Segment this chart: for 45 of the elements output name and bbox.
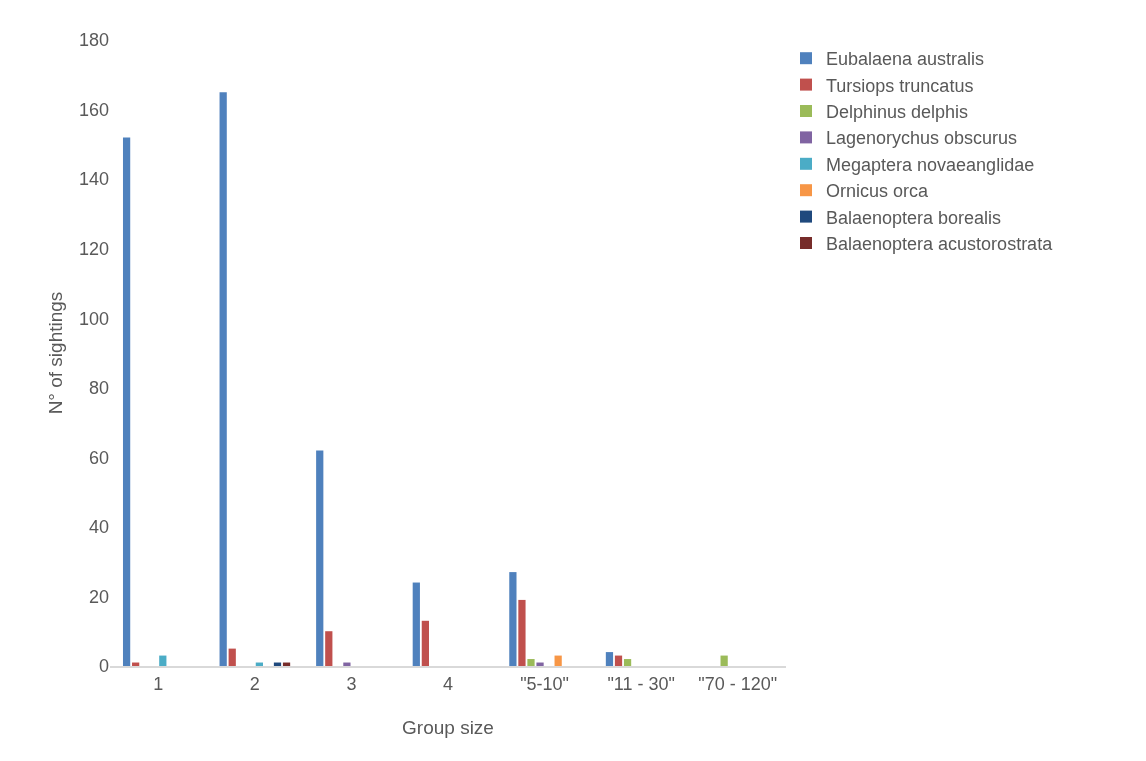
x-axis-title: Group size [402,717,494,738]
y-tick-label: 80 [88,378,109,399]
bar [605,652,614,666]
bar [509,572,517,666]
legend-label: Megaptera novaeanglidae [826,154,1035,175]
y-tick-label: 120 [78,238,109,259]
legend-label: Lagenorychus obscurus [826,128,1018,149]
bar [536,662,544,666]
y-tick-label: 60 [88,447,109,468]
bar [325,631,333,666]
bar [421,620,429,666]
bar [518,599,526,666]
x-tick-label: "11 - 30" [607,673,675,694]
y-tick-label: 180 [78,30,109,51]
x-tick-label: "70 - 120" [698,673,778,694]
bar [122,137,131,666]
bar [228,648,236,666]
bar [316,450,324,666]
x-tick-label: 1 [153,673,164,694]
y-tick-label: 160 [78,99,109,120]
legend-label: Balaenoptera borealis [826,207,1002,228]
legend-label: Tursiops truncatus [826,75,974,96]
y-tick-label: 20 [88,586,109,607]
bar [554,655,562,666]
bar [412,582,420,666]
x-tick-label: 3 [346,673,357,694]
legend-label: Balaenoptera acustorostrata [826,234,1054,255]
legend-label: Eubalaena australis [826,49,985,70]
bar [720,655,728,666]
y-tick-label: 140 [78,169,109,190]
y-axis-title: N° of sightings [45,291,66,415]
y-tick-label: 0 [98,656,109,677]
y-tick-label: 40 [88,517,109,538]
bar [623,659,632,666]
bar [219,92,227,666]
bar [614,655,623,666]
x-tick-label: "5-10" [520,673,569,694]
legend-label: Ornicus orca [826,181,930,202]
x-tick-label: 2 [249,673,260,694]
y-tick-label: 100 [78,308,109,329]
x-tick-label: 4 [442,673,454,694]
bar [527,659,535,666]
bar [343,662,351,666]
bar [159,655,167,666]
legend-label: Delphinus delphis [826,102,969,123]
